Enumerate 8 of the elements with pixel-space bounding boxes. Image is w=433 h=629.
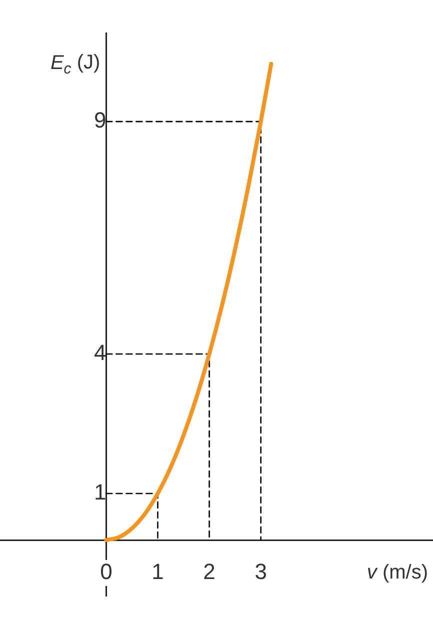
- x-axis-title: v (m/s): [366, 562, 428, 584]
- x-tick-label: 3: [254, 559, 267, 584]
- x-tick-label: 0: [100, 559, 112, 584]
- x-tick-label: 1: [152, 559, 164, 584]
- y-tick-label: 9: [94, 108, 106, 133]
- y-tick-label: 1: [94, 480, 106, 505]
- line-series: [104, 62, 274, 542]
- x-tick-label: 2: [203, 559, 216, 584]
